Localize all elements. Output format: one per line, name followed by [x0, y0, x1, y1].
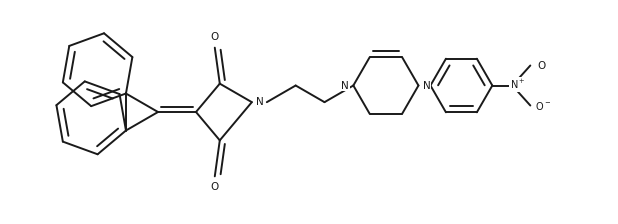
- Text: O: O: [211, 32, 219, 42]
- Text: O: O: [537, 60, 546, 71]
- Text: N: N: [342, 80, 349, 90]
- Text: O: O: [211, 182, 219, 192]
- Text: N: N: [256, 97, 263, 107]
- Text: O$^-$: O$^-$: [535, 99, 551, 112]
- Text: N: N: [423, 80, 430, 90]
- Text: N$^+$: N$^+$: [509, 78, 525, 91]
